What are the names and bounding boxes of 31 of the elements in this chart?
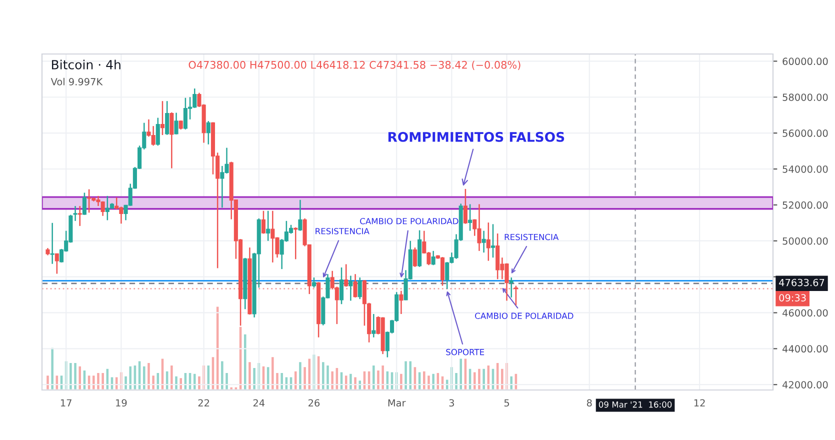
y-tick-label: 50000.00: [782, 237, 828, 245]
annotation: CAMBIO DE POLARIDAD: [360, 218, 458, 224]
annotation: CAMBIO DE POLARIDAD: [475, 312, 574, 319]
x-tick-label: 22: [198, 399, 210, 406]
y-tick-label: 52000.00: [782, 201, 828, 209]
y-tick-label: 42000.00: [782, 381, 828, 388]
annotation: SOPORTE: [446, 348, 484, 356]
annotation: Vol 9.997K: [50, 78, 103, 86]
y-tick-label: 56000.00: [782, 130, 828, 137]
annotation: RESISTENCIA: [504, 234, 559, 240]
x-tick-label: 26: [308, 399, 320, 407]
y-tick-label: 44000.00: [782, 345, 828, 353]
ref-line-label: 09 Mar '21 16:00: [598, 401, 672, 408]
y-tick-label: 60000.00: [782, 58, 828, 66]
x-tick-label: 3: [449, 399, 454, 407]
y-tick-label: 54000.00: [782, 165, 828, 173]
y-tick-label: 46000.00: [782, 309, 828, 317]
x-tick-label: 19: [116, 399, 127, 407]
text: O47380.00 H47500.00 L46418.12 C47341.58 −38.42 (−0.08%): [188, 60, 520, 70]
ref-line-label: 47633.67: [779, 278, 824, 286]
x-tick-label: 17: [60, 399, 72, 406]
x-tick-label: Mar: [388, 399, 406, 407]
annotation: ROMPIMIENTOS FALSOS: [388, 132, 564, 142]
y-tick-label: 58000.00: [782, 94, 828, 101]
x-tick-label: 24: [253, 399, 265, 406]
chart-title: Bitcoin · 4h: [52, 60, 120, 70]
x-tick-label: 5: [504, 399, 510, 407]
x-tick-label: 12: [694, 399, 705, 406]
x-tick-label: 8: [586, 399, 592, 407]
text: 09:33: [779, 294, 806, 302]
annotation: RESISTENCIA: [316, 228, 370, 234]
